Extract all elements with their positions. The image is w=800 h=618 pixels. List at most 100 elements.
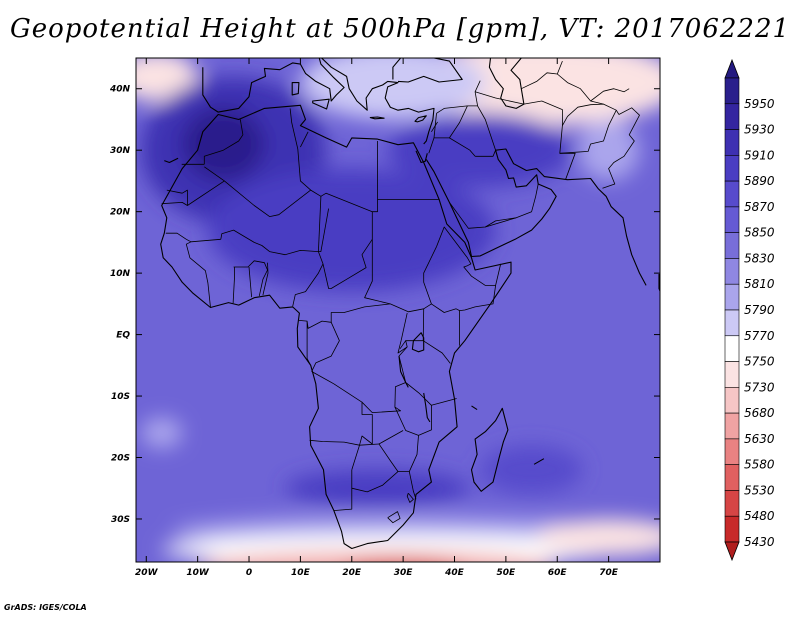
coastline-cape-verde xyxy=(126,236,132,243)
colorbar-label: 5480 xyxy=(744,509,775,523)
colorbar-swatch xyxy=(724,361,740,388)
colorbar-label: 5630 xyxy=(744,432,775,446)
lat-label: 10S xyxy=(111,392,130,402)
field-region-9 xyxy=(141,417,183,449)
lon-label: 70E xyxy=(599,568,619,578)
country-border xyxy=(306,321,312,366)
country-border xyxy=(333,469,353,511)
field-region-13 xyxy=(161,534,624,562)
colorbar-label: 5890 xyxy=(744,174,775,188)
country-border xyxy=(318,196,322,252)
field-region-11 xyxy=(480,445,583,495)
country-border xyxy=(475,150,496,157)
colorbar-label: 5830 xyxy=(744,251,775,265)
country-border xyxy=(495,263,502,286)
country-border xyxy=(408,471,417,500)
colorbar-label: 5930 xyxy=(744,123,775,137)
coastline-black-sea xyxy=(392,58,463,83)
lat-label: EQ xyxy=(116,331,130,341)
country-border xyxy=(248,266,252,298)
field-region-10 xyxy=(284,469,470,507)
field-region-2 xyxy=(300,58,486,120)
country-border xyxy=(400,313,408,341)
lon-label: 50E xyxy=(497,568,517,578)
coastline-sardinia xyxy=(291,82,300,96)
colorbar-label: 5910 xyxy=(744,148,775,162)
field-region-5 xyxy=(182,107,265,181)
country-border xyxy=(387,511,401,524)
chart-title: Geopotential Height at 500hPa [gpm], VT:… xyxy=(9,14,791,44)
lon-label: 30E xyxy=(394,568,414,578)
colorbar-swatch xyxy=(724,155,740,182)
coastline-canaries xyxy=(164,157,179,164)
country-border xyxy=(311,371,363,403)
colorbar-label: 5850 xyxy=(744,226,775,240)
country-border xyxy=(203,119,244,165)
lon-label: 20W xyxy=(135,568,159,578)
colorbar-swatch xyxy=(724,335,740,362)
lat-label: 20S xyxy=(111,454,130,464)
lon-label: 20E xyxy=(342,568,362,578)
country-border xyxy=(590,88,630,102)
country-border xyxy=(300,131,309,148)
colorbar-swatch xyxy=(724,258,740,285)
country-border xyxy=(418,405,432,436)
country-border xyxy=(431,121,438,133)
coastline-caspian xyxy=(488,58,525,109)
country-border xyxy=(292,263,324,307)
colorbar-swatch xyxy=(724,412,740,440)
field-region-7 xyxy=(387,113,573,188)
country-border xyxy=(485,217,517,228)
coastline-sri-lanka xyxy=(658,273,660,293)
country-border xyxy=(351,471,399,493)
country-border xyxy=(289,108,299,150)
colorbar-label: 5530 xyxy=(744,483,775,497)
lon-label: 40E xyxy=(444,568,465,578)
colorbar-swatch xyxy=(724,232,740,259)
contour-field xyxy=(136,58,660,562)
country-border xyxy=(318,208,373,289)
colorbar-label: 5810 xyxy=(744,277,775,291)
coastline-mauritius xyxy=(533,458,545,465)
colorbar-swatch xyxy=(724,438,740,465)
colorbar-swatch xyxy=(724,206,740,233)
colorbar-label: 5730 xyxy=(744,380,775,394)
colorbar-swatch xyxy=(724,387,740,414)
coastlines xyxy=(126,58,660,550)
country-border xyxy=(556,60,563,75)
colorbar-max-arrow xyxy=(724,58,740,79)
country-border xyxy=(474,91,576,180)
country-border xyxy=(398,346,457,406)
country-border xyxy=(449,137,476,157)
colorbar-label: 5770 xyxy=(744,329,775,343)
colorbar-swatch xyxy=(724,464,740,491)
country-border xyxy=(436,105,468,114)
country-border xyxy=(406,492,414,503)
colorbar-label: 5750 xyxy=(744,355,775,369)
country-border xyxy=(166,189,188,206)
colorbar-swatch xyxy=(724,103,740,130)
coastline-lake-tanganyika xyxy=(398,356,409,388)
lat-label: 30N xyxy=(110,146,131,156)
coastline-africa xyxy=(160,104,512,550)
lat-label: 20N xyxy=(110,208,131,218)
colorbar-min-arrow xyxy=(724,541,740,562)
lon-label: 0 xyxy=(246,568,252,578)
colorbar-label: 5580 xyxy=(744,458,775,472)
colorbar-label: 5430 xyxy=(744,535,775,549)
country-border xyxy=(165,232,192,243)
coastline-arabia xyxy=(425,148,647,286)
country-border xyxy=(431,226,496,313)
coastline-mediterranean-north xyxy=(202,58,435,145)
country-border xyxy=(428,105,496,154)
colorbar-swatch xyxy=(724,515,740,543)
country-border xyxy=(422,340,451,364)
colorbar-swatch xyxy=(724,180,740,208)
country-border xyxy=(311,322,340,372)
colorbar: 5950 5930 5910 5890 5870 5850 5830 5810 5790 5770… xyxy=(724,58,775,562)
coastline-sicily xyxy=(312,98,330,110)
colorbar-swatch xyxy=(724,283,740,311)
lat-label: 10N xyxy=(110,269,131,279)
coastline-comoros xyxy=(471,405,478,411)
